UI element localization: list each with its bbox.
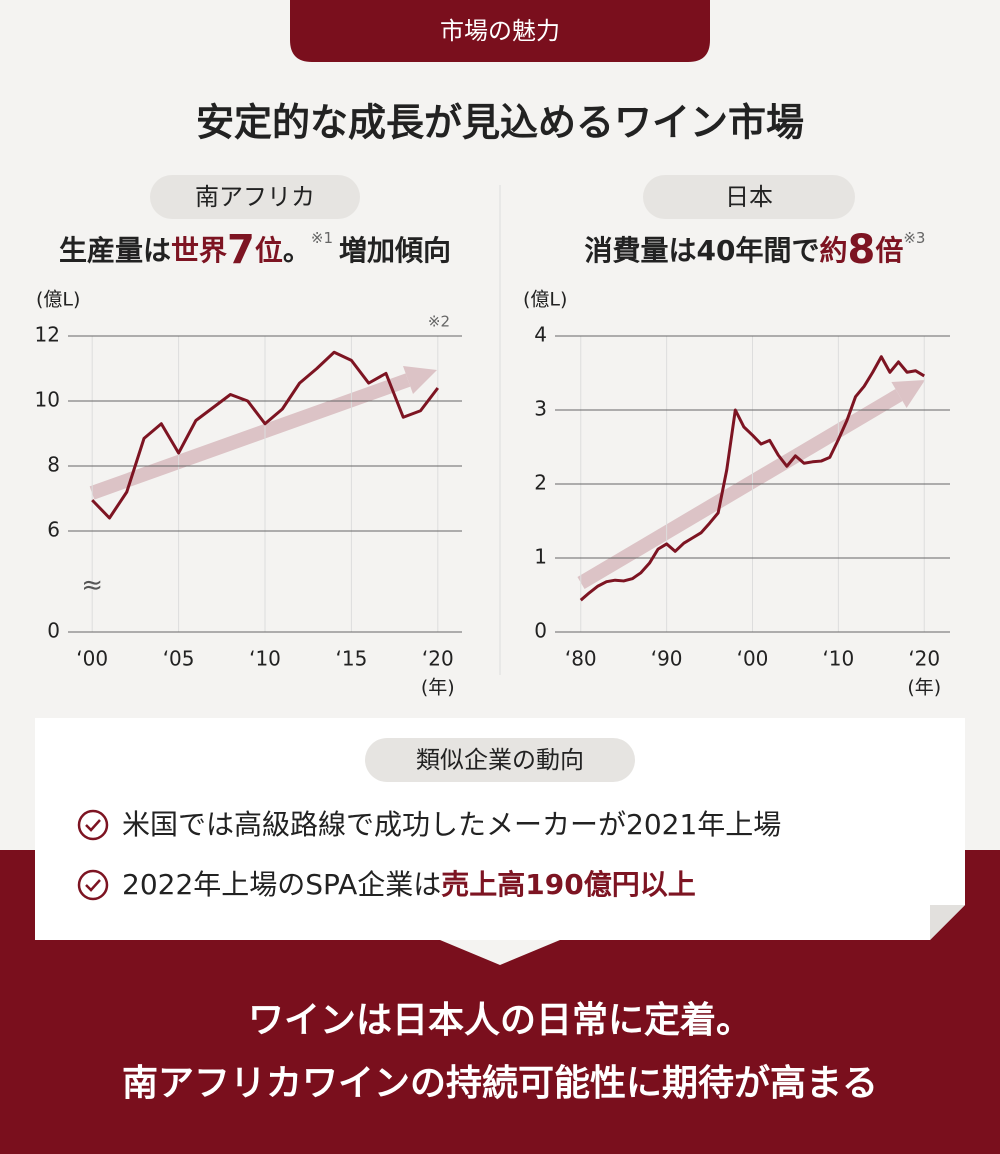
pill xyxy=(150,175,360,219)
card-fold xyxy=(930,905,965,940)
y-tick-label: 0 xyxy=(534,619,547,643)
pill xyxy=(365,738,635,782)
headline-part: 倍 xyxy=(875,234,903,267)
trend-arrow-head xyxy=(403,366,437,394)
x-tick-label: ‘15 xyxy=(335,647,367,671)
headline-part: 約 xyxy=(819,234,847,267)
peer-text: 米国では高級路線で成功したメーカーが2021年上場 xyxy=(122,808,781,841)
x-tick-label: ‘90 xyxy=(651,647,683,671)
y-tick-label: 0 xyxy=(47,619,60,643)
headline-part: 7 xyxy=(227,227,255,273)
axis-break: ≈ xyxy=(81,571,103,601)
line-series xyxy=(91,350,440,520)
pill-label: 南アフリカ xyxy=(195,183,315,211)
conclusion-line: ワインは日本人の日常に定着。 xyxy=(248,1000,752,1041)
y-tick-label: 3 xyxy=(534,397,547,421)
x-tick-label: ‘80 xyxy=(565,647,597,671)
y-tick-label: 12 xyxy=(35,323,60,347)
y-axis-label: (億L) xyxy=(523,289,567,311)
x-tick-label: ‘10 xyxy=(249,647,281,671)
y-tick-label: 8 xyxy=(47,453,60,477)
y-tick-label: 1 xyxy=(534,545,547,569)
trend-arrow-shaft xyxy=(89,373,411,500)
card xyxy=(35,718,965,940)
title: 安定的な成長が見込めるワイン市場 xyxy=(196,101,804,145)
conclusion-line: 南アフリカワインの持続可能性に期待が高まる xyxy=(122,1063,878,1104)
headline-part: 。 xyxy=(283,234,311,267)
peer-text: 2022年上場のSPA企業は xyxy=(122,868,441,901)
headline-part: 消費量は40年間で xyxy=(585,234,820,267)
trend-arrow-shaft xyxy=(577,388,903,590)
card-pointer xyxy=(440,940,560,965)
x-tick-label: ‘10 xyxy=(822,647,854,671)
x-tick-label: ‘00 xyxy=(76,647,108,671)
note: ※2 xyxy=(428,313,450,331)
y-tick-label: 10 xyxy=(35,388,60,412)
x-tick-label: ‘20 xyxy=(908,647,940,671)
pill-label: 日本 xyxy=(725,183,773,211)
headline: 消費量は40年間で約8倍※3 xyxy=(585,227,926,273)
y-tick-label: 6 xyxy=(47,518,60,542)
y-tick-label: 4 xyxy=(534,323,547,347)
x-tick-label: ‘05 xyxy=(163,647,195,671)
x-axis-label: (年) xyxy=(421,677,455,699)
headline-part: 生産量は xyxy=(59,234,171,267)
check-icon xyxy=(77,809,109,901)
x-axis-label: (年) xyxy=(907,677,941,699)
headline: 生産量は世界7位。※1 増加傾向 xyxy=(59,227,451,273)
headline-part: 増加傾向 xyxy=(339,234,451,267)
trend-arrow xyxy=(89,366,925,590)
line-series xyxy=(579,355,926,602)
tab-label: 市場の魅力 xyxy=(440,17,560,45)
trend-arrow-head xyxy=(891,380,925,408)
headline-note: ※3 xyxy=(903,229,925,247)
peers-label: 類似企業の動向 xyxy=(416,746,584,774)
peer-highlight: 売上高190億円以上 xyxy=(441,868,695,901)
headline-part: 位 xyxy=(255,234,283,267)
x-tick-label: ‘00 xyxy=(737,647,769,671)
headline-part: 8 xyxy=(848,227,876,273)
peer-item: 2022年上場のSPA企業は売上高190億円以上 xyxy=(122,868,696,901)
x-tick-label: ‘20 xyxy=(422,647,454,671)
headline-part: 世界 xyxy=(171,234,227,267)
tab xyxy=(290,0,710,62)
y-axis-label: (億L) xyxy=(36,289,80,311)
headline-note: ※1 xyxy=(311,229,333,247)
pill xyxy=(643,175,855,219)
peer-item: 米国では高級路線で成功したメーカーが2021年上場 xyxy=(122,808,781,841)
y-tick-label: 2 xyxy=(534,471,547,495)
